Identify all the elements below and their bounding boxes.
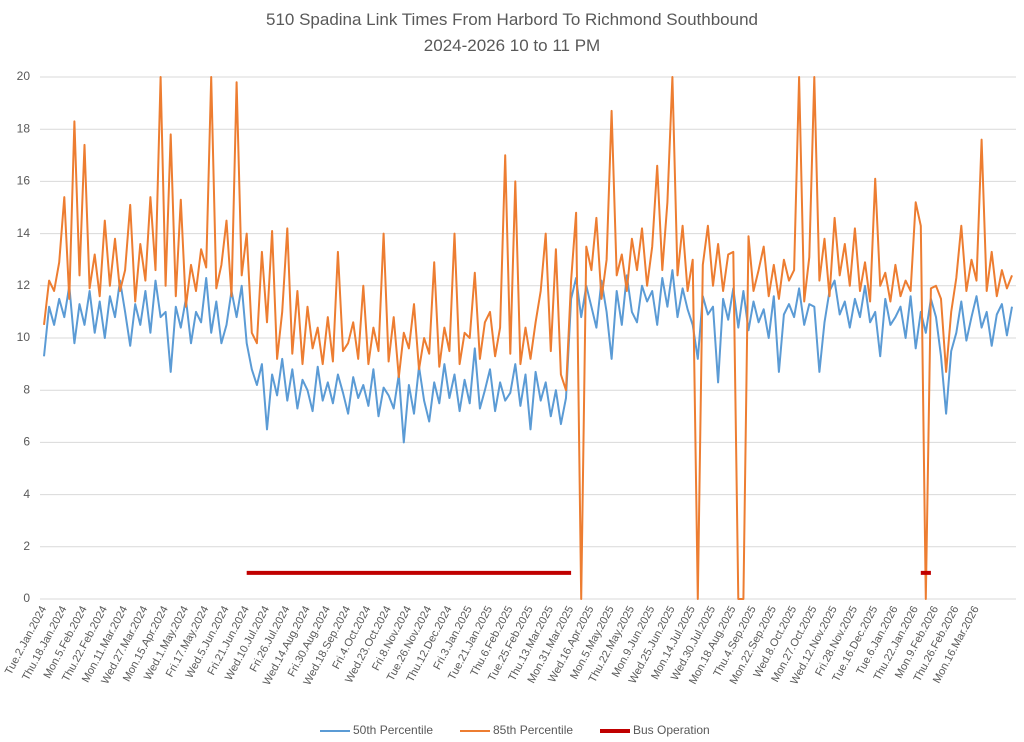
y-tick-label: 8	[23, 382, 30, 396]
y-tick-label: 14	[17, 226, 31, 240]
y-tick-label: 12	[17, 278, 31, 292]
chart-subtitle: 2024-2026 10 to 11 PM	[424, 36, 600, 55]
legend-label: 85th Percentile	[493, 723, 573, 737]
y-tick-label: 18	[17, 121, 31, 135]
y-tick-label: 0	[23, 591, 30, 605]
legend-label: 50th Percentile	[353, 723, 433, 737]
chart-title: 510 Spadina Link Times From Harbord To R…	[266, 10, 758, 29]
series-line	[43, 269, 1013, 444]
y-tick-label: 20	[17, 69, 31, 83]
y-tick-label: 2	[23, 539, 30, 553]
y-tick-label: 6	[23, 435, 30, 449]
series-line	[43, 76, 1013, 600]
legend-label: Bus Operation	[633, 723, 710, 737]
y-tick-label: 4	[23, 487, 30, 501]
y-tick-label: 16	[17, 174, 31, 188]
y-tick-label: 10	[17, 330, 31, 344]
